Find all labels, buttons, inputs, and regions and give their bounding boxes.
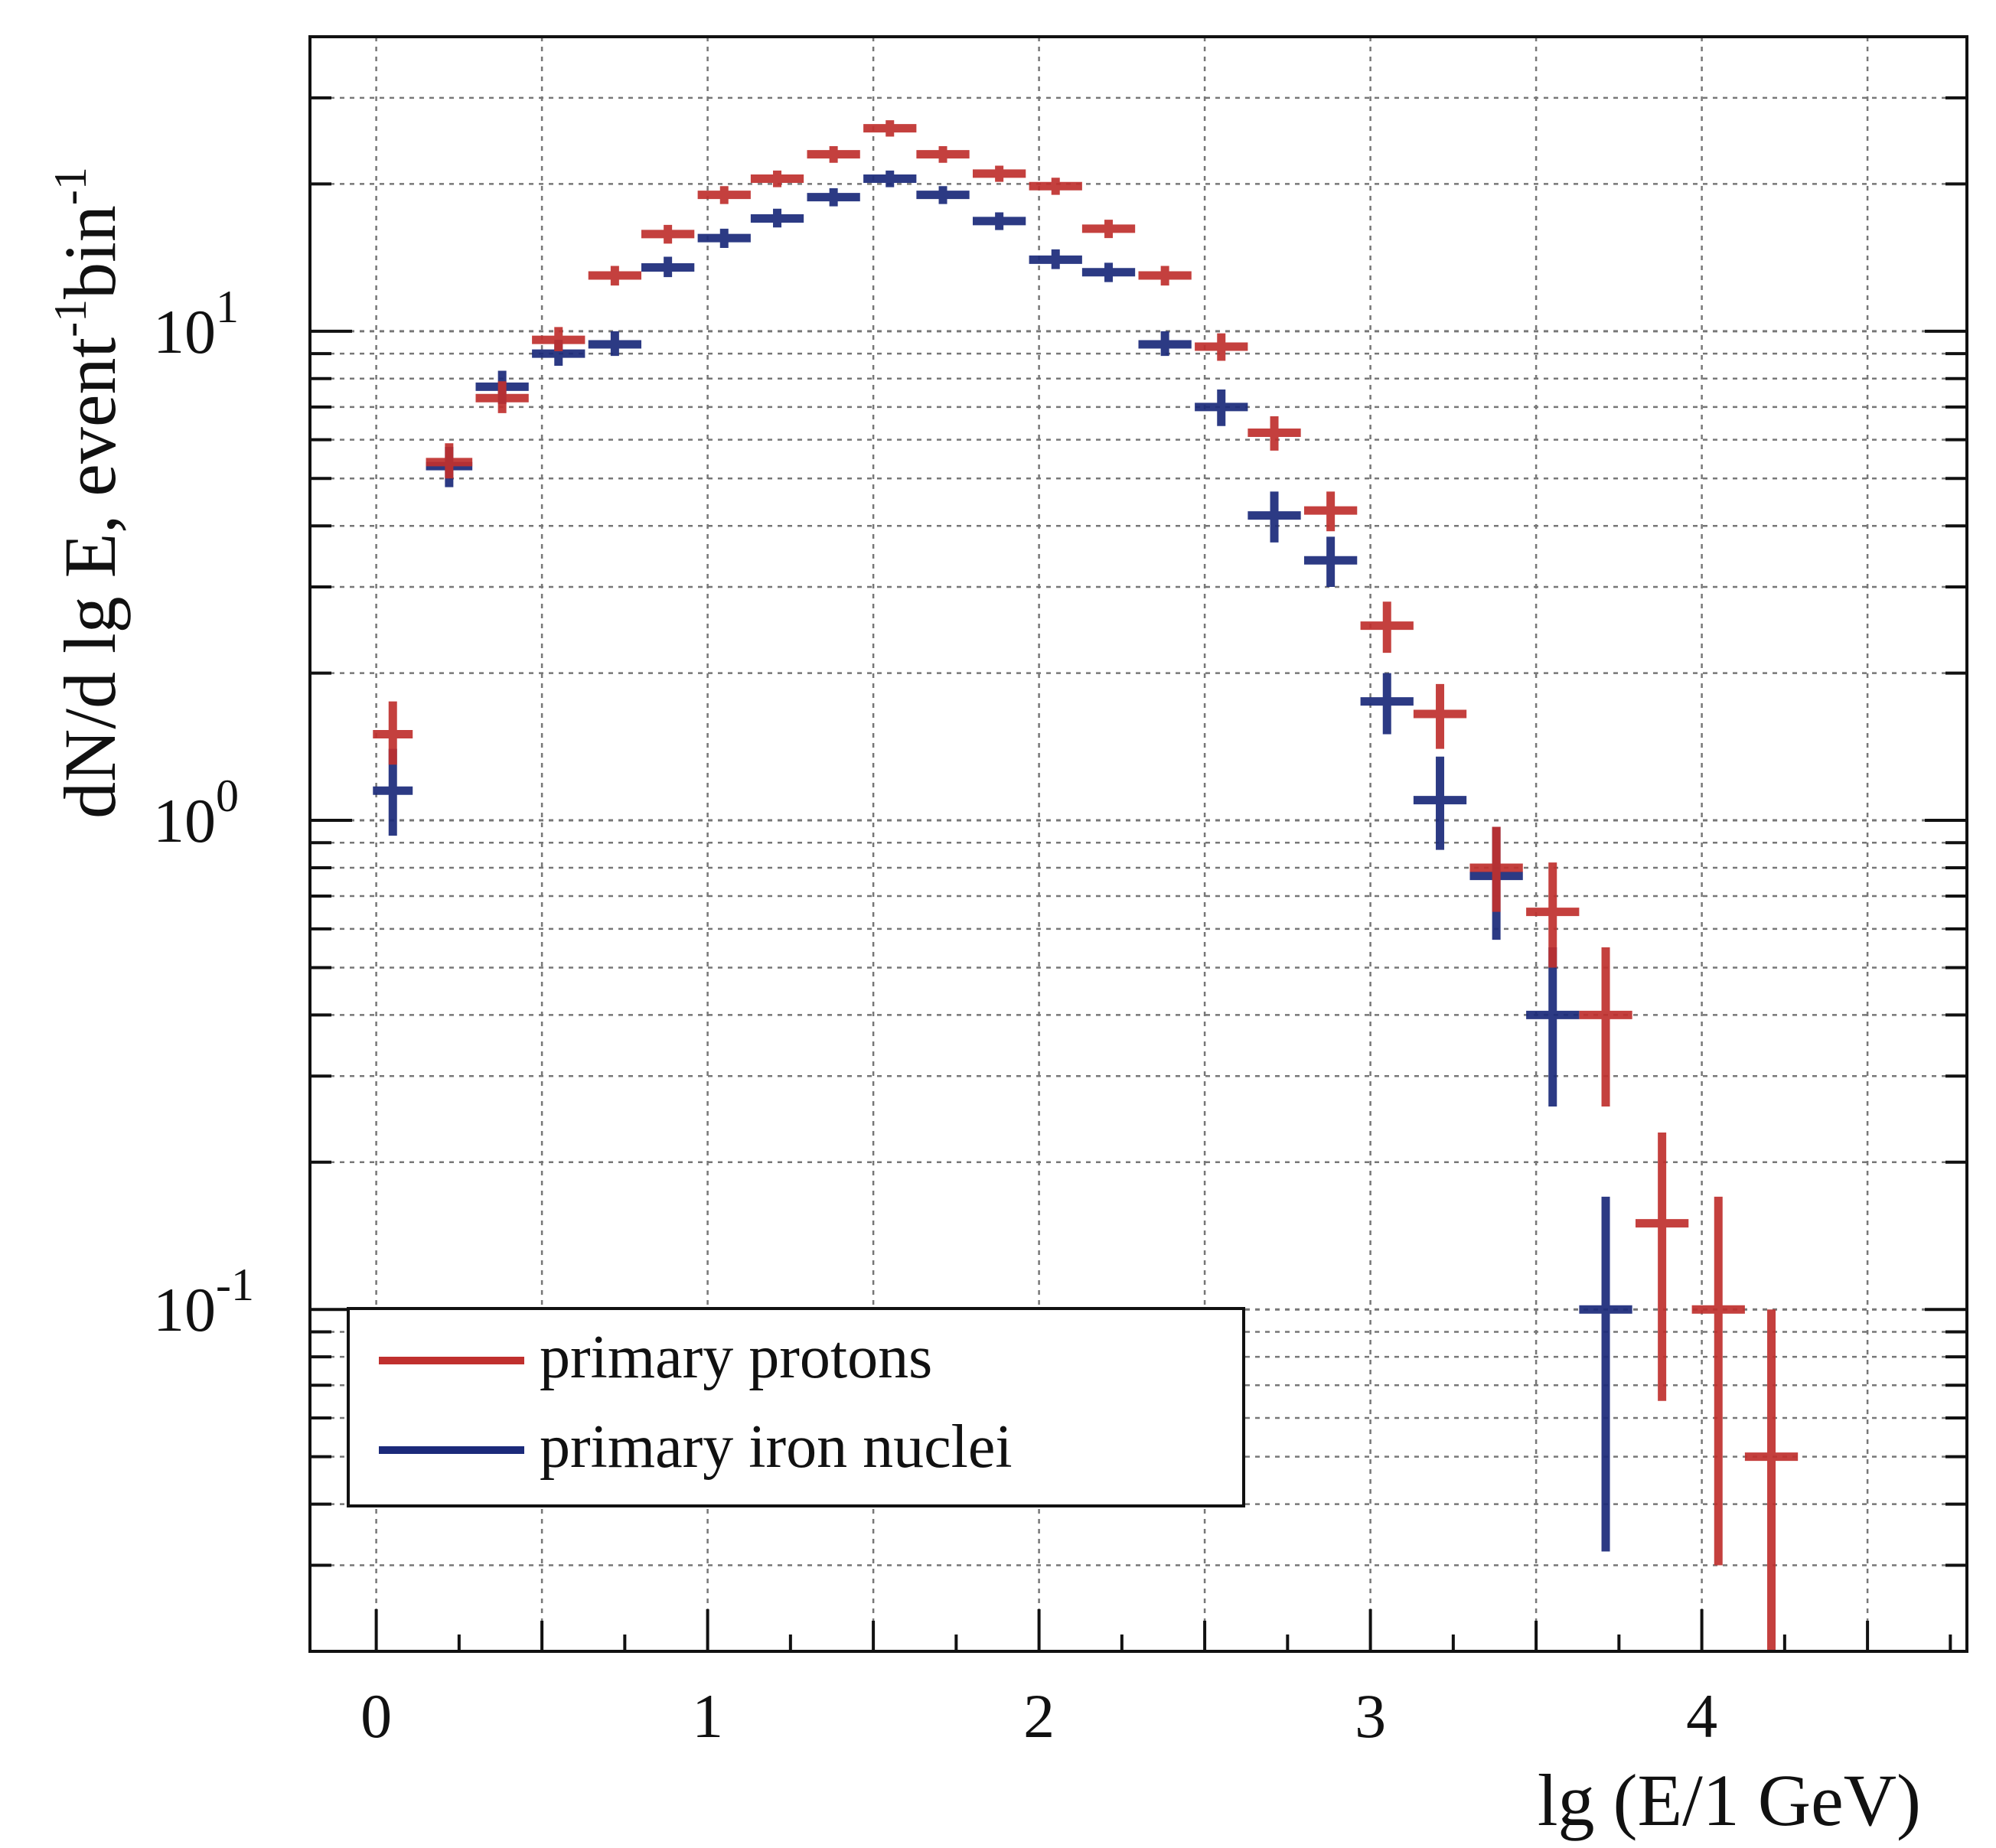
y-tick-label-base: 10 bbox=[153, 297, 216, 367]
x-tick-label: 0 bbox=[360, 1681, 392, 1751]
x-tick-label: 1 bbox=[692, 1681, 723, 1751]
plot-frame bbox=[308, 35, 1968, 1653]
legend-box bbox=[347, 1307, 1245, 1507]
x-tick-label: 4 bbox=[1686, 1681, 1717, 1751]
x-tick-label: 3 bbox=[1355, 1681, 1386, 1751]
x-axis-title: lg (E/1 GeV) bbox=[1538, 1759, 1921, 1841]
legend-label-iron: primary iron nuclei bbox=[540, 1413, 1013, 1481]
y-axis-title-sup2: -1 bbox=[45, 167, 96, 205]
y-tick-label: 10-1 bbox=[153, 1260, 254, 1344]
x-tick-label: 2 bbox=[1023, 1681, 1055, 1751]
series-protons bbox=[373, 120, 1799, 1651]
y-tick-label-exponent: 1 bbox=[216, 282, 239, 332]
y-tick-label-base: 10 bbox=[153, 786, 216, 856]
y-tick-label-exponent: -1 bbox=[216, 1260, 254, 1310]
legend-label-protons: primary protons bbox=[540, 1324, 932, 1391]
y-axis-title-bin: bin bbox=[49, 205, 131, 299]
y-tick-label-exponent: 0 bbox=[216, 771, 239, 821]
legend: primary protons primary iron nuclei bbox=[347, 1307, 1245, 1507]
y-axis-title: dN/d lg E, event-1bin-1 bbox=[45, 167, 131, 819]
y-tick-label: 101 bbox=[153, 282, 239, 367]
y-tick-label-base: 10 bbox=[153, 1275, 216, 1344]
y-axis-title-main: dN/d lg E, event bbox=[49, 337, 131, 819]
y-axis-title-sup1: -1 bbox=[45, 299, 96, 337]
y-tick-label: 100 bbox=[153, 771, 239, 856]
data-series bbox=[373, 120, 1799, 1651]
x-axis-ticks: 0 1 2 3 4 bbox=[360, 1609, 1952, 1751]
